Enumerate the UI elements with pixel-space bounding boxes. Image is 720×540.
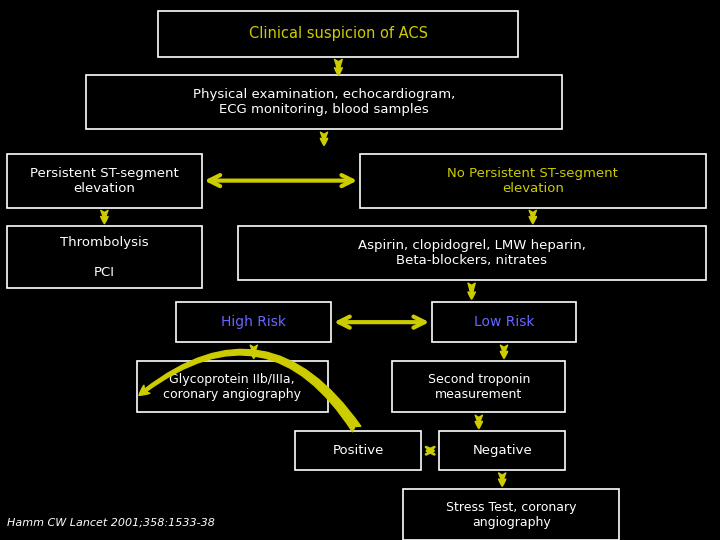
FancyBboxPatch shape [176,302,331,342]
Text: No Persistent ST-segment
elevation: No Persistent ST-segment elevation [447,167,618,194]
FancyBboxPatch shape [392,361,565,413]
FancyBboxPatch shape [295,431,421,470]
FancyBboxPatch shape [403,489,619,540]
Text: High Risk: High Risk [221,315,287,329]
Text: Negative: Negative [472,444,532,457]
Text: Persistent ST-segment
elevation: Persistent ST-segment elevation [30,167,179,194]
FancyBboxPatch shape [86,76,562,130]
Text: Aspirin, clopidogrel, LMW heparin,
Beta-blockers, nitrates: Aspirin, clopidogrel, LMW heparin, Beta-… [358,239,585,267]
FancyBboxPatch shape [137,361,328,413]
Text: Stress Test, coronary
angiography: Stress Test, coronary angiography [446,501,577,529]
FancyBboxPatch shape [360,154,706,207]
Text: Thrombolysis

PCI: Thrombolysis PCI [60,236,149,279]
FancyBboxPatch shape [158,11,518,57]
Text: Positive: Positive [333,444,384,457]
FancyBboxPatch shape [432,302,576,342]
FancyBboxPatch shape [7,154,202,207]
FancyBboxPatch shape [7,226,202,288]
FancyBboxPatch shape [439,431,565,470]
Text: Second troponin
measurement: Second troponin measurement [428,373,530,401]
Text: Clinical suspicion of ACS: Clinical suspicion of ACS [249,26,428,41]
Text: Physical examination, echocardiogram,
ECG monitoring, blood samples: Physical examination, echocardiogram, EC… [193,89,455,117]
Text: Hamm CW Lancet 2001;358:1533-38: Hamm CW Lancet 2001;358:1533-38 [7,518,215,528]
Text: Low Risk: Low Risk [474,315,534,329]
Text: Glycoprotein IIb/IIIa,
coronary angiography: Glycoprotein IIb/IIIa, coronary angiogra… [163,373,301,401]
FancyBboxPatch shape [238,226,706,280]
